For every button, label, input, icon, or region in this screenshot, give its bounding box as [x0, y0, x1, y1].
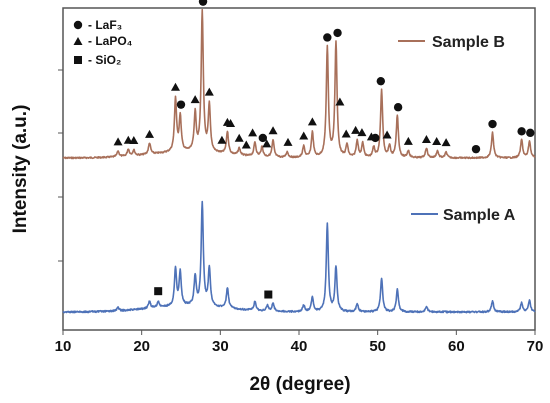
- series-line-0: [62, 8, 536, 160]
- x-axis-tick-labels: 10 20 30 40 50 60 70: [55, 338, 544, 355]
- lapo4-marker-18: [366, 132, 376, 141]
- lapo4-marker-4: [170, 82, 180, 91]
- y-axis-title: Intensity (a.u.): [10, 105, 31, 234]
- x-tick-label-70: 70: [527, 338, 544, 355]
- legend-square-marker: [74, 56, 82, 64]
- lapo4-marker-8: [234, 133, 244, 142]
- legend: - LaF₃ - LaPO₄ - SiO₂: [73, 18, 133, 67]
- lapo4-marker-26: [241, 140, 251, 149]
- lapo4-marker-16: [351, 125, 361, 134]
- legend-triangle-marker: [73, 37, 83, 45]
- lapo4-marker-24: [217, 135, 227, 144]
- series-layer: [62, 8, 536, 314]
- laf3-marker-6: [258, 133, 268, 143]
- legend-label-lapo4: - LaPO₄: [88, 34, 133, 48]
- lapo4-marker-3: [145, 129, 155, 138]
- laf3-marker-2: [323, 33, 332, 42]
- lapo4-marker-25: [226, 119, 236, 128]
- series-a-legend: Sample A: [411, 207, 516, 224]
- x-tick-label-20: 20: [133, 338, 150, 355]
- laf3-marker-11: [526, 128, 535, 138]
- series-line-1: [62, 200, 536, 314]
- series-a-legend-label: Sample A: [443, 207, 516, 224]
- laf3-marker-4: [376, 76, 386, 86]
- x-tick-label-10: 10: [55, 338, 72, 355]
- lapo4-marker-0: [113, 137, 123, 146]
- x-axis-title: 2θ (degree): [249, 374, 350, 395]
- lapo4-marker-5: [190, 95, 200, 104]
- legend-circle-marker: [73, 20, 83, 30]
- laf3-marker-5: [393, 103, 403, 112]
- x-tick-label-30: 30: [212, 338, 229, 355]
- lapo4-marker-13: [299, 131, 309, 140]
- x-axis-ticks: [62, 330, 536, 335]
- lapo4-marker-2: [129, 135, 139, 144]
- sio2-marker-1: [264, 290, 273, 299]
- lapo4-marker-19: [382, 130, 392, 139]
- x-tick-label-60: 60: [448, 338, 465, 355]
- phase-marker-layer: [113, 0, 535, 299]
- laf3-marker-3: [333, 28, 342, 38]
- lapo4-marker-14: [307, 117, 317, 126]
- lapo4-marker-21: [421, 134, 431, 143]
- lapo4-marker-9: [248, 128, 258, 137]
- laf3-marker-10: [517, 127, 526, 136]
- laf3-marker-9: [488, 119, 497, 129]
- legend-label-sio2: - SiO₂: [88, 53, 121, 67]
- plot-frame: [62, 7, 536, 331]
- lapo4-marker-6: [204, 87, 214, 96]
- laf3-marker-8: [471, 144, 481, 154]
- x-tick-label-50: 50: [369, 338, 386, 355]
- lapo4-marker-12: [283, 137, 293, 146]
- lapo4-marker-22: [432, 136, 442, 145]
- x-tick-label-40: 40: [291, 338, 308, 355]
- laf3-marker-0: [198, 0, 208, 6]
- lapo4-marker-23: [441, 138, 451, 147]
- laf3-marker-1: [176, 100, 186, 109]
- legend-label-laf3: - LaF₃: [88, 18, 122, 32]
- y-axis-ticks: [58, 69, 63, 262]
- lapo4-marker-15: [341, 129, 351, 138]
- lapo4-marker-17: [357, 128, 367, 137]
- lapo4-marker-20: [403, 136, 413, 145]
- lapo4-marker-1: [123, 135, 133, 144]
- series-b-legend: Sample B: [398, 34, 505, 51]
- series-b-legend-label: Sample B: [432, 34, 505, 51]
- lapo4-marker-11: [268, 126, 278, 135]
- sio2-marker-0: [154, 287, 163, 296]
- lapo4-marker-27: [335, 97, 345, 106]
- lapo4-marker-10: [262, 139, 272, 148]
